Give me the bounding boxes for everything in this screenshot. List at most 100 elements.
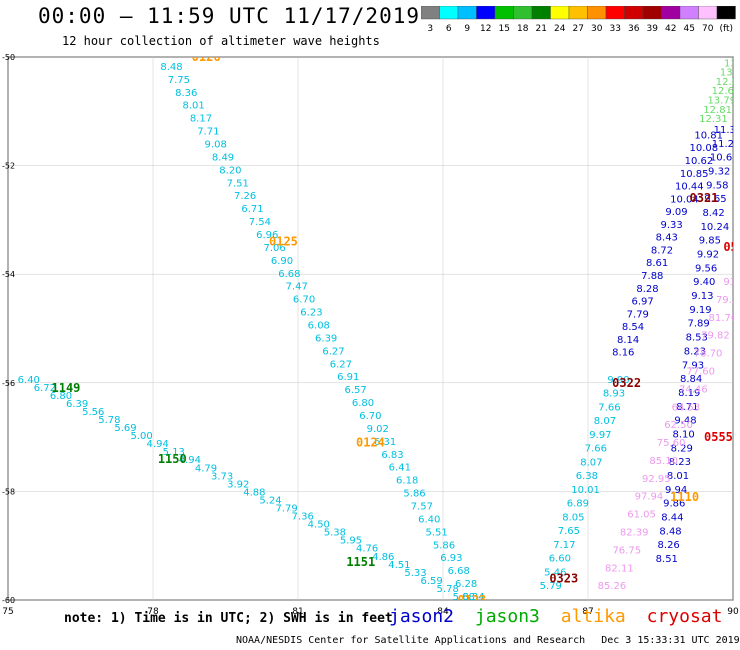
wave-height-value: 8.29 [671, 443, 693, 454]
wave-height-value: 8.23 [669, 457, 691, 468]
wave-height-value: 6.93 [440, 553, 462, 564]
wave-height-value: 74.46 [679, 384, 708, 395]
wave-height-value: 6.89 [567, 499, 589, 510]
colorbar-label: 6 [446, 24, 452, 34]
pass-time-label: 0321 [690, 191, 719, 205]
wave-height-value: 3.73 [211, 471, 233, 482]
wave-height-value: 8.14 [617, 335, 639, 346]
wave-height-value: 6.59 [420, 576, 442, 587]
pass-time-label: 0322 [612, 376, 641, 390]
wave-height-value: 8.84 [680, 374, 702, 385]
wave-height-value: 7.93 [682, 360, 704, 371]
wave-height-value: 8.23 [684, 346, 706, 357]
wave-height-value: 79.54 [716, 295, 740, 306]
wave-height-value: 8.28 [636, 284, 658, 295]
wave-height-value: 8.01 [182, 101, 204, 112]
wave-height-value: 8.71 [676, 402, 698, 413]
wave-height-value: 12.88 [728, 49, 740, 60]
wave-height-value: 6.71 [241, 204, 263, 215]
wave-height-value: 4.86 [372, 552, 394, 563]
wave-height-value: 11.39 [714, 125, 740, 136]
wave-height-value: 6.31 [374, 437, 396, 448]
wave-height-value: 13.86 [724, 58, 740, 69]
wave-height-value: 9.08 [205, 140, 227, 151]
wave-height-value: 9.86 [663, 499, 685, 510]
wave-height-value: 9.85 [699, 236, 721, 247]
x-tick-label: 81 [292, 607, 303, 617]
wave-height-value: 10.81 [694, 130, 723, 141]
wave-height-value: 8.48 [659, 526, 681, 537]
wave-height-value: 9.92 [697, 250, 719, 261]
wave-height-value: 8.54 [622, 322, 644, 333]
wave-height-value: 7.79 [275, 504, 297, 515]
page-subtitle: 12 hour collection of altimeter wave hei… [62, 34, 380, 48]
wave-height-value: 5.46 [544, 567, 566, 578]
pass-time-label: 1149 [52, 381, 81, 395]
wave-height-value: 6.57 [344, 385, 366, 396]
legend-item-jason2: jason2 [389, 606, 455, 627]
wave-height-value: 7.36 [292, 512, 314, 523]
wave-height-value: 9.13 [691, 291, 713, 302]
wave-height-value: 9.90 [607, 375, 629, 386]
wave-height-value: 7.57 [411, 502, 433, 513]
wave-height-value: 8.72 [651, 245, 673, 256]
wave-height-value: 8.53 [686, 333, 708, 344]
wave-height-value: 4.76 [356, 544, 378, 555]
wave-height-value: 4.94 [147, 439, 169, 450]
colorbar-label: 3 [427, 24, 433, 34]
wave-height-value: 9.48 [674, 416, 696, 427]
pass-time-label: 0124 [356, 436, 385, 450]
wave-height-value: 5.33 [404, 568, 426, 579]
pass-time-label: 0126 [192, 50, 221, 64]
wave-height-value: 9.77 [153, 49, 175, 60]
wave-height-value: 5.69 [114, 423, 136, 434]
wave-height-value: 8.49 [212, 152, 234, 163]
wave-height-value: 8.19 [678, 388, 700, 399]
x-tick-label: 84 [437, 607, 449, 617]
wave-height-value: 7.88 [641, 271, 663, 282]
wave-height-value: 8.42 [702, 208, 724, 219]
wave-height-value: 8.07 [580, 457, 602, 468]
wave-height-value: 6.80 [352, 398, 374, 409]
wave-height-value: 93.9 [723, 277, 740, 288]
legend-item-altika: altika [560, 606, 626, 627]
wave-height-value: 9.58 [706, 180, 728, 191]
wave-height-value: 3.92 [227, 479, 249, 490]
wave-height-value: 7.65 [558, 526, 580, 537]
wave-height-value: 7.89 [687, 319, 709, 330]
wave-height-value: 7.47 [286, 282, 308, 293]
x-tick-label: 78 [147, 607, 159, 617]
wave-height-value: 79.82 [701, 331, 730, 342]
x-tick-label: 90 [727, 607, 739, 617]
colorbar-label: 15 [499, 24, 510, 34]
wave-height-value: 6.68 [278, 269, 300, 280]
wave-height-value: 6.39 [66, 399, 88, 410]
wave-height-value: 10.01 [571, 485, 600, 496]
colorbar-label: 39 [647, 24, 659, 34]
pass-time-label: 05 [723, 240, 737, 254]
y-tick-label: -54 [2, 270, 15, 279]
wave-height-value: 6.83 [381, 450, 403, 461]
wave-height-value: 7.17 [553, 540, 575, 551]
colorbar-label: (ft) [719, 24, 733, 34]
wave-height-value: 10.66 [710, 153, 739, 164]
wave-height-value: 4.79 [195, 463, 217, 474]
wave-height-value: 7.66 [598, 402, 620, 413]
wave-height-value: 6.70 [293, 295, 315, 306]
wave-height-value: 12.65 [712, 86, 740, 97]
wave-height-value: 8.44 [661, 512, 683, 523]
wave-height-value: 6.90 [271, 256, 293, 267]
wave-height-value: 62.50 [664, 420, 693, 431]
colorbar-label: 24 [554, 24, 566, 34]
wave-height-value: 6.23 [300, 308, 322, 319]
y-tick-label: -58 [2, 487, 15, 496]
wave-height-value: 5.88 [453, 592, 475, 603]
wave-height-value: 4.50 [308, 520, 330, 531]
wave-height-value: 10.62 [685, 156, 714, 167]
pass-time-label: 1110 [670, 490, 699, 504]
wave-height-value: 7.79 [627, 309, 649, 320]
wave-height-value: 6.91 [337, 372, 359, 383]
wave-height-value: 7.71 [197, 127, 219, 138]
wave-height-value: 7.54 [249, 217, 271, 228]
